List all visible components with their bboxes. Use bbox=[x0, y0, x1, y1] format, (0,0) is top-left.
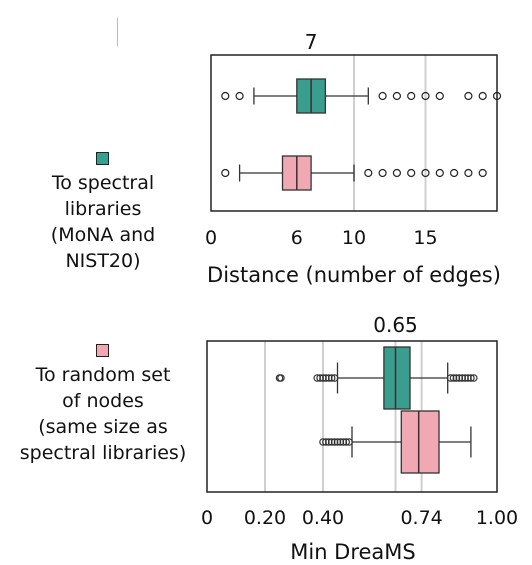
tick-label: 0.40 bbox=[302, 507, 344, 529]
outlier-point bbox=[378, 91, 387, 101]
legend-line: spectral libraries) bbox=[19, 442, 187, 464]
outlier-point bbox=[421, 168, 430, 178]
legend-line: of nodes bbox=[62, 390, 144, 412]
legend-line: (MoNA and bbox=[50, 224, 156, 246]
outlier-point bbox=[392, 168, 401, 178]
legend-label-random: To random set of nodes (same size as spe… bbox=[4, 362, 202, 466]
outlier-point bbox=[464, 168, 473, 178]
gridlines bbox=[353, 55, 427, 211]
legend-line: To spectral bbox=[51, 172, 155, 194]
outlier-point bbox=[467, 374, 475, 382]
x-axis-label: Min DreaMS bbox=[290, 540, 416, 564]
tick-label: 0.20 bbox=[244, 507, 286, 529]
median-annotation: 0.65 bbox=[373, 313, 418, 337]
tick-label: 0 bbox=[201, 507, 213, 529]
legend-line: libraries bbox=[64, 198, 142, 220]
outlier-point bbox=[392, 91, 401, 101]
legend-label-spectral: To spectral libraries (MoNA and NIST20) bbox=[14, 170, 192, 274]
boxes bbox=[221, 78, 502, 191]
box bbox=[383, 346, 411, 410]
legend-line: NIST20) bbox=[65, 250, 141, 272]
dreams-boxplot-chart: 0 0.20 0.40 0.74 1.00 0.65 Min DreaMS bbox=[201, 313, 518, 564]
legend-line: To random set bbox=[35, 364, 171, 386]
legend-swatch-spectral bbox=[96, 152, 109, 165]
outlier-point bbox=[435, 91, 444, 101]
outlier-point bbox=[221, 168, 230, 178]
outlier-point bbox=[407, 168, 416, 178]
tick-label: 1.00 bbox=[476, 507, 518, 529]
box bbox=[400, 410, 440, 474]
outlier-point bbox=[235, 91, 244, 101]
outlier-point bbox=[364, 168, 373, 178]
legend-line: (same size as bbox=[38, 416, 168, 438]
outlier-point bbox=[421, 91, 430, 101]
tick-label: 10 bbox=[342, 227, 366, 249]
outlier-point bbox=[478, 168, 487, 178]
outlier-point bbox=[478, 91, 487, 101]
tick-label: 0.74 bbox=[400, 507, 442, 529]
legend-swatch-random bbox=[96, 344, 109, 357]
tick-labels: 0 0.20 0.40 0.74 1.00 bbox=[201, 507, 518, 529]
plot-frame bbox=[210, 54, 498, 212]
outlier-point bbox=[330, 374, 339, 382]
tick-labels: 0 6 10 15 bbox=[205, 227, 438, 249]
x-axis-label: Distance (number of edges) bbox=[207, 263, 501, 287]
outlier-point bbox=[327, 374, 336, 382]
outlier-point bbox=[407, 91, 416, 101]
plot-frame bbox=[206, 340, 498, 493]
tick-label: 6 bbox=[291, 227, 303, 249]
outlier-point bbox=[435, 168, 444, 178]
outlier-point bbox=[378, 168, 387, 178]
median-annotation: 7 bbox=[305, 30, 318, 54]
outlier-point bbox=[450, 168, 459, 178]
outlier-point bbox=[464, 91, 473, 101]
tick-label: 0 bbox=[205, 227, 217, 249]
boxes bbox=[275, 346, 478, 474]
outlier-point bbox=[342, 438, 351, 446]
outlier-point bbox=[345, 438, 353, 446]
outlier-point bbox=[469, 374, 478, 382]
outlier-point bbox=[221, 91, 230, 101]
tick-label: 15 bbox=[413, 227, 437, 249]
divider-mark bbox=[117, 18, 118, 46]
outlier-point bbox=[277, 374, 285, 382]
distance-boxplot-chart: 0 6 10 15 7 Distance (number of edges) bbox=[205, 30, 502, 287]
